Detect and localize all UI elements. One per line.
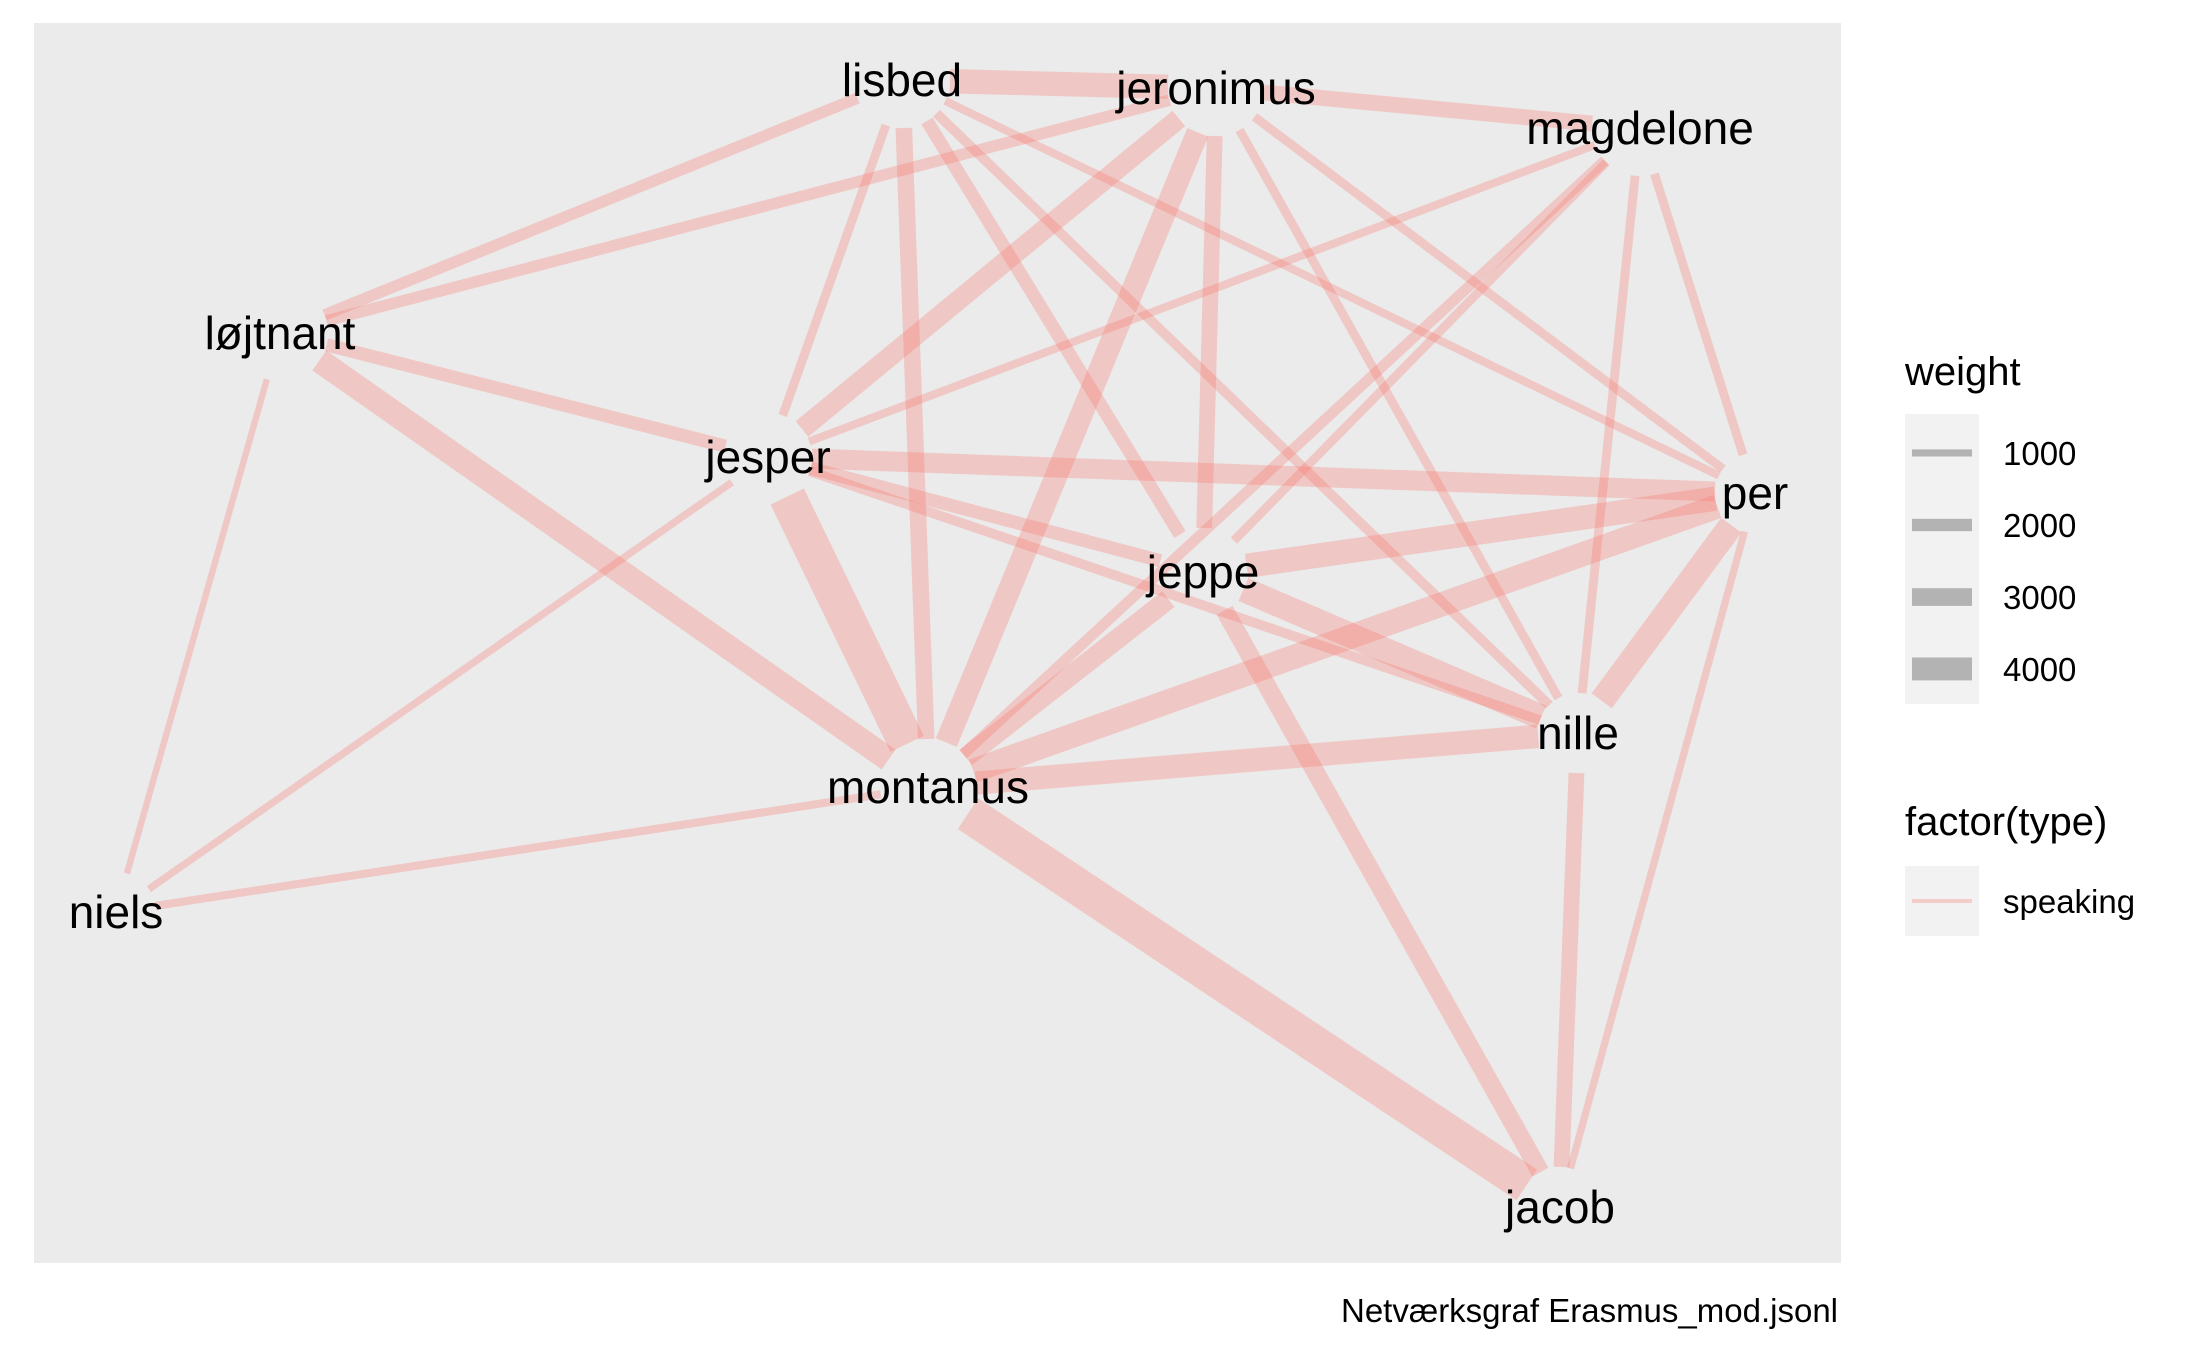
legend-weight-keys-background bbox=[1905, 414, 1979, 704]
edge-jeppe-montanus bbox=[959, 591, 1175, 766]
edge-jesper-niels bbox=[146, 479, 734, 893]
edge-jeronimus-jeppe bbox=[1196, 135, 1223, 529]
edge-lisbed-montanus bbox=[895, 127, 935, 740]
edge-løjtnant-jesper bbox=[324, 338, 728, 453]
legend-weight-label-2000: 2000 bbox=[2003, 507, 2076, 544]
legend-weight-key-3000 bbox=[1912, 588, 1972, 606]
plot-caption: Netværksgraf Erasmus_mod.jsonl bbox=[1341, 1292, 1838, 1329]
edge-lisbed-jeronimus bbox=[949, 69, 1169, 99]
legend-weight-key-2000 bbox=[1912, 518, 1972, 532]
plot-panel bbox=[34, 23, 1841, 1263]
edge-magdelone-per bbox=[1650, 172, 1748, 457]
edge-jeronimus-jesper bbox=[795, 110, 1186, 437]
edge-per-jacob bbox=[1566, 530, 1749, 1170]
edge-lisbed-nille bbox=[933, 109, 1553, 709]
edge-jesper-jeppe bbox=[808, 461, 1163, 568]
node-label-løjtnant: løjtnant bbox=[205, 307, 356, 359]
edge-per-montanus bbox=[969, 494, 1722, 783]
legend-weight: weight 1000 2000 3000 4000 bbox=[1904, 350, 2076, 704]
edge-jeronimus-magdelone bbox=[1263, 84, 1593, 132]
legend-weight-key-1000 bbox=[1912, 449, 1972, 457]
edge-jeronimus-per bbox=[1251, 113, 1726, 473]
edge-løjtnant-montanus bbox=[312, 350, 896, 770]
node-label-niels: niels bbox=[69, 886, 164, 938]
edge-magdelone-nille bbox=[1577, 175, 1640, 694]
edge-magdelone-jesper bbox=[807, 141, 1597, 446]
edge-jesper-nille bbox=[808, 466, 1542, 725]
edge-nille-jacob bbox=[1553, 772, 1585, 1168]
legend-type-label: speaking bbox=[2003, 883, 2135, 920]
edge-jesper-per bbox=[811, 448, 1716, 502]
edge-magdelone-jeppe bbox=[1230, 159, 1610, 544]
edge-montanus-niels bbox=[154, 790, 882, 910]
edge-jeronimus-løjtnant bbox=[324, 94, 1172, 327]
edge-jeppe-nille bbox=[1238, 577, 1547, 729]
edge-lisbed-jesper bbox=[778, 123, 891, 417]
edge-jeronimus-nille bbox=[1235, 127, 1563, 701]
edge-per-nille bbox=[1591, 517, 1742, 709]
legend-weight-label-4000: 4000 bbox=[2003, 651, 2076, 688]
node-label-jacob: jacob bbox=[1503, 1181, 1615, 1233]
legend-weight-label-3000: 3000 bbox=[2003, 579, 2076, 616]
edge-jesper-montanus bbox=[770, 488, 924, 752]
edge-jeppe-jacob bbox=[1216, 605, 1549, 1177]
legend-weight-title: weight bbox=[1904, 350, 2021, 394]
legend-weight-keys: 1000 2000 3000 4000 bbox=[1912, 435, 2076, 688]
node-label-nille: nille bbox=[1537, 707, 1619, 759]
edge-lisbed-jeppe bbox=[921, 117, 1186, 538]
node-label-lisbed: lisbed bbox=[842, 54, 962, 106]
node-label-magdelone: magdelone bbox=[1526, 102, 1754, 154]
edge-lisbed-løjtnant bbox=[322, 92, 860, 321]
legend-weight-key-4000 bbox=[1912, 657, 1972, 681]
edge-montanus-jacob bbox=[957, 798, 1537, 1201]
edge-lisbed-per bbox=[943, 97, 1721, 480]
edge-løjtnant-niels bbox=[123, 378, 270, 875]
legend-type-title: factor(type) bbox=[1905, 800, 2107, 844]
edge-nille-montanus bbox=[974, 724, 1540, 795]
node-label-montanus: montanus bbox=[827, 761, 1029, 813]
node-label-jeppe: jeppe bbox=[1145, 546, 1260, 598]
legend-type: factor(type) speaking bbox=[1905, 800, 2135, 936]
node-label-jesper: jesper bbox=[703, 431, 830, 483]
edges-layer bbox=[123, 69, 1749, 1201]
edge-jeronimus-montanus bbox=[935, 128, 1209, 747]
node-label-per: per bbox=[1722, 467, 1788, 519]
legend-type-key-background bbox=[1905, 866, 1979, 936]
node-label-jeronimus: jeronimus bbox=[1114, 62, 1315, 114]
node-labels-layer: lisbed jeronimus magdelone løjtnant jesper pe… bbox=[69, 54, 1789, 1233]
edge-magdelone-montanus bbox=[959, 156, 1609, 759]
legend-weight-label-1000: 1000 bbox=[2003, 435, 2076, 472]
edge-jeppe-per bbox=[1244, 486, 1718, 578]
